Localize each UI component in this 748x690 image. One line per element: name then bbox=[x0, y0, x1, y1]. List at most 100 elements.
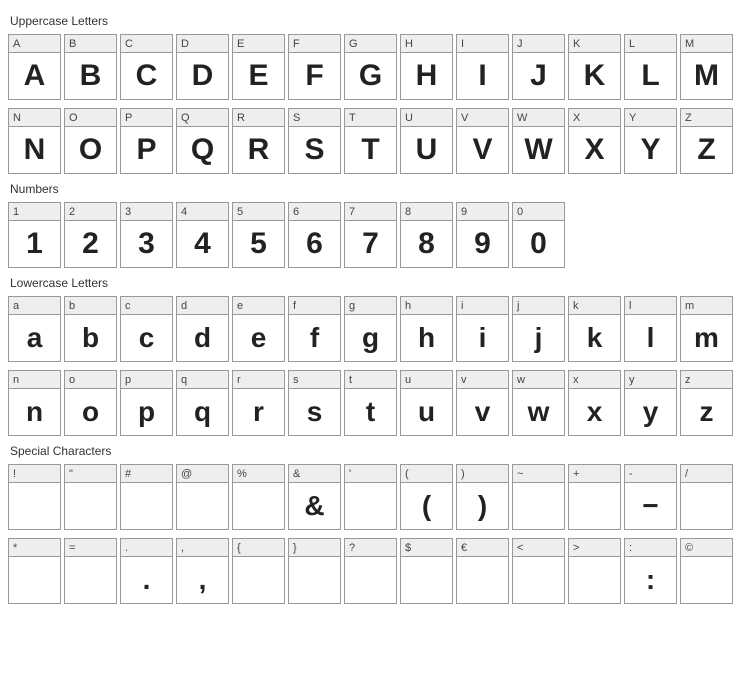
char-glyph: k bbox=[587, 324, 603, 352]
lowercase-row-1: aa bb cc dd ee ff gg hh ii jj kk ll mm bbox=[8, 296, 740, 362]
char-body: 9 bbox=[457, 221, 508, 267]
char-cell: YY bbox=[624, 108, 677, 174]
char-body bbox=[233, 557, 284, 603]
char-cell: > bbox=[568, 538, 621, 604]
char-body: r bbox=[233, 389, 284, 435]
char-body: U bbox=[401, 127, 452, 173]
char-cell: ff bbox=[288, 296, 341, 362]
char-glyph: S bbox=[304, 135, 324, 165]
char-body: 0 bbox=[513, 221, 564, 267]
char-cell: 66 bbox=[288, 202, 341, 268]
char-body: w bbox=[513, 389, 564, 435]
char-glyph: X bbox=[584, 135, 604, 165]
char-body bbox=[177, 483, 228, 529]
char-label: { bbox=[233, 539, 284, 557]
lowercase-row-2: nn oo pp qq rr ss tt uu vv ww xx yy zz bbox=[8, 370, 740, 436]
char-glyph: : bbox=[646, 566, 655, 594]
char-cell: QQ bbox=[176, 108, 229, 174]
char-cell: aa bbox=[8, 296, 61, 362]
char-body: s bbox=[289, 389, 340, 435]
char-glyph: 5 bbox=[250, 229, 267, 259]
char-cell: bb bbox=[64, 296, 117, 362]
char-label: E bbox=[233, 35, 284, 53]
char-glyph: O bbox=[79, 135, 102, 165]
char-glyph: p bbox=[138, 398, 155, 426]
char-label: ~ bbox=[513, 465, 564, 483]
char-label: v bbox=[457, 371, 508, 389]
char-label: e bbox=[233, 297, 284, 315]
char-label: w bbox=[513, 371, 564, 389]
uppercase-row-2: NN OO PP QQ RR SS TT UU VV WW XX YY ZZ bbox=[8, 108, 740, 174]
char-body: c bbox=[121, 315, 172, 361]
char-cell: 33 bbox=[120, 202, 173, 268]
char-label: 8 bbox=[401, 203, 452, 221]
char-cell: .. bbox=[120, 538, 173, 604]
char-cell: 00 bbox=[512, 202, 565, 268]
char-cell: DD bbox=[176, 34, 229, 100]
char-body: X bbox=[569, 127, 620, 173]
char-body: i bbox=[457, 315, 508, 361]
char-glyph: B bbox=[80, 61, 102, 91]
char-body: B bbox=[65, 53, 116, 99]
char-cell: AA bbox=[8, 34, 61, 100]
char-cell: )) bbox=[456, 464, 509, 530]
char-glyph: Z bbox=[697, 135, 715, 165]
char-body bbox=[513, 557, 564, 603]
char-body bbox=[9, 557, 60, 603]
char-cell: ? bbox=[344, 538, 397, 604]
char-cell: HH bbox=[400, 34, 453, 100]
char-glyph: j bbox=[535, 324, 543, 352]
char-glyph: 8 bbox=[418, 229, 435, 259]
char-cell: % bbox=[232, 464, 285, 530]
char-cell: qq bbox=[176, 370, 229, 436]
char-glyph: N bbox=[24, 135, 46, 165]
char-body: d bbox=[177, 315, 228, 361]
char-glyph: q bbox=[194, 398, 211, 426]
char-glyph: o bbox=[82, 398, 99, 426]
char-label: c bbox=[121, 297, 172, 315]
char-label: t bbox=[345, 371, 396, 389]
char-body: v bbox=[457, 389, 508, 435]
char-label: = bbox=[65, 539, 116, 557]
char-label: q bbox=[177, 371, 228, 389]
char-cell: PP bbox=[120, 108, 173, 174]
char-label: ' bbox=[345, 465, 396, 483]
char-body bbox=[65, 557, 116, 603]
char-cell: ~ bbox=[512, 464, 565, 530]
char-label: 4 bbox=[177, 203, 228, 221]
char-cell: KK bbox=[568, 34, 621, 100]
char-body: t bbox=[345, 389, 396, 435]
char-label: 5 bbox=[233, 203, 284, 221]
char-label: & bbox=[289, 465, 340, 483]
char-body: g bbox=[345, 315, 396, 361]
char-glyph: d bbox=[194, 324, 211, 352]
char-cell: NN bbox=[8, 108, 61, 174]
char-glyph: y bbox=[643, 398, 659, 426]
char-cell: rr bbox=[232, 370, 285, 436]
char-label: * bbox=[9, 539, 60, 557]
char-cell: ww bbox=[512, 370, 565, 436]
char-cell: 55 bbox=[232, 202, 285, 268]
char-cell: $ bbox=[400, 538, 453, 604]
section-title-special: Special Characters bbox=[10, 444, 740, 458]
char-cell: SS bbox=[288, 108, 341, 174]
char-label: x bbox=[569, 371, 620, 389]
char-body: b bbox=[65, 315, 116, 361]
char-label: H bbox=[401, 35, 452, 53]
char-glyph: e bbox=[251, 324, 267, 352]
char-cell: € bbox=[456, 538, 509, 604]
char-glyph: V bbox=[472, 135, 492, 165]
char-label: © bbox=[681, 539, 732, 557]
char-label: F bbox=[289, 35, 340, 53]
char-cell: gg bbox=[344, 296, 397, 362]
section-title-uppercase: Uppercase Letters bbox=[10, 14, 740, 28]
section-title-lowercase: Lowercase Letters bbox=[10, 276, 740, 290]
char-body: m bbox=[681, 315, 732, 361]
char-label: ( bbox=[401, 465, 452, 483]
char-label: y bbox=[625, 371, 676, 389]
char-glyph: a bbox=[27, 324, 43, 352]
char-body: . bbox=[121, 557, 172, 603]
char-label: Q bbox=[177, 109, 228, 127]
char-label: ! bbox=[9, 465, 60, 483]
char-label: p bbox=[121, 371, 172, 389]
